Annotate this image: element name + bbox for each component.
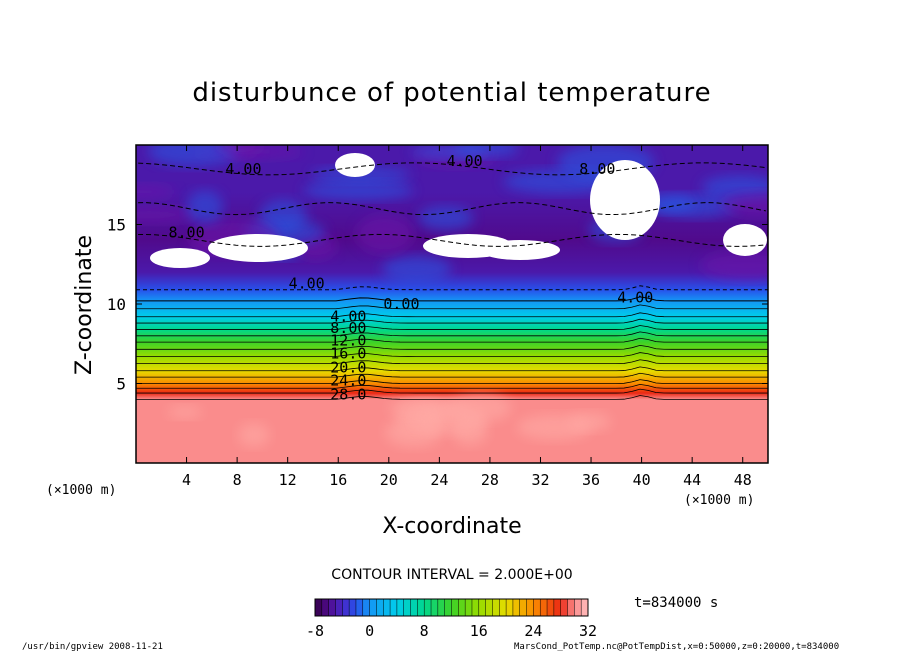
y-tick-label: 15 — [107, 216, 126, 235]
colorbar-cell — [369, 599, 377, 616]
contour-lines — [136, 162, 768, 400]
colorbar-cell — [465, 599, 473, 616]
colorbar-cell — [444, 599, 452, 616]
colorbar-tick-label: -8 — [306, 622, 324, 640]
x-tick-label: 24 — [430, 471, 448, 489]
x-tick-label: 20 — [380, 471, 398, 489]
colorbar-cell — [328, 599, 336, 616]
colorbar-tick-label: 24 — [524, 622, 542, 640]
footer-left: /usr/bin/gpview 2008-11-21 — [22, 642, 163, 652]
x-tick-label: 16 — [329, 471, 347, 489]
y-axis-ticks: 5 10 15 — [107, 216, 768, 394]
contour-label: 24.0 — [330, 371, 366, 389]
x-unit-right: (×1000 m) — [684, 493, 755, 508]
contour-label: 4.00 — [447, 152, 483, 170]
colorbar-cell — [362, 599, 370, 616]
colorbar-cell — [560, 599, 568, 616]
contour-label: 4.00 — [289, 274, 325, 292]
colorbar-cell — [376, 599, 384, 616]
contour-labels: 28.024.020.016.012.08.004.000.00 4.004.00… — [168, 152, 653, 404]
colorbar-cell — [451, 599, 459, 616]
colorbar-tick-label: 32 — [579, 622, 597, 640]
x-tick-label: 32 — [531, 471, 549, 489]
colorbar-cell — [512, 599, 521, 616]
colorbar-tick-label: 8 — [420, 622, 429, 640]
colorbar-cell — [410, 599, 418, 616]
y-tick-label: 10 — [107, 295, 126, 314]
x-unit-left: (×1000 m) — [46, 483, 117, 498]
colorbar-cell — [417, 599, 425, 616]
colorbar-cell — [390, 599, 398, 616]
x-tick-label: 28 — [481, 471, 499, 489]
colorbar-cell — [492, 599, 500, 616]
colorbar-cell — [383, 599, 391, 616]
colorbar-cell — [567, 599, 575, 616]
contour-label: 8.00 — [168, 223, 204, 241]
contour-label: 8.00 — [579, 160, 615, 178]
colorbar-tick-label: 0 — [365, 622, 374, 640]
upper-layer-structure — [136, 145, 768, 448]
contour-label: 16.0 — [330, 344, 366, 362]
x-tick-label: 44 — [683, 471, 701, 489]
colorbar-cell — [547, 599, 555, 616]
x-tick-label: 12 — [279, 471, 297, 489]
colorbar-cell — [526, 599, 534, 616]
contour-label: 4.00 — [330, 308, 366, 326]
colorbar-cell — [478, 599, 486, 616]
contour-label: 28.0 — [330, 386, 366, 404]
contour-label: 20.0 — [330, 359, 366, 377]
colorbar-cell — [403, 599, 411, 616]
colorbar-cell — [458, 599, 466, 616]
contour-label: 8.00 — [330, 319, 366, 337]
contour-label: 12.0 — [330, 332, 366, 350]
colorbar-tick-label: 16 — [470, 622, 488, 640]
colorbar-cell — [581, 599, 589, 616]
colorbar-cell — [342, 599, 350, 616]
colorbar-cell — [553, 599, 561, 616]
x-tick-label: 36 — [582, 471, 600, 489]
chart-title: disturbunce of potential temperature — [192, 78, 712, 108]
colorbar-cell — [471, 599, 480, 616]
x-axis-label: X-coordinate — [382, 514, 522, 539]
colorbar-cell — [431, 599, 439, 616]
x-axis-ticks: 4 8 12 16 20 24 28 32 36 40 44 48 — [182, 145, 752, 489]
colorbar-cell — [396, 599, 405, 616]
colorbar-cells — [314, 599, 589, 616]
contour-label: 4.00 — [617, 289, 653, 307]
colorbar-frame — [314, 598, 589, 617]
colorbar-cell — [540, 599, 548, 616]
time-label: t=834000 s — [634, 595, 719, 611]
x-tick-label: 8 — [233, 471, 242, 489]
footer-right: MarsCond_PotTemp.nc@PotTempDist,x=0:5000… — [514, 642, 840, 652]
contour-interval: CONTOUR INTERVAL = 2.000E+00 — [331, 567, 573, 583]
x-tick-label: 4 — [182, 471, 191, 489]
contour-label: 4.00 — [225, 160, 261, 178]
colorbar-cell — [506, 599, 514, 616]
colorbar-cell — [499, 599, 507, 616]
colorbar-cell — [349, 599, 357, 616]
colorbar-cell — [485, 599, 493, 616]
colorbar-cell — [574, 599, 582, 616]
y-tick-label: 5 — [116, 375, 126, 394]
colorbar-cell — [437, 599, 445, 616]
colorbar-cell — [315, 599, 323, 616]
x-tick-label: 40 — [633, 471, 651, 489]
colorbar-cell — [355, 599, 364, 616]
colorbar-cell — [424, 599, 432, 616]
colorbar-cell — [335, 599, 343, 616]
colorbar-cell — [533, 599, 541, 616]
colorbar-cell — [519, 599, 527, 616]
contour-label: 0.00 — [383, 295, 419, 313]
colorbar-ticks: -8 0 8 16 24 32 — [306, 622, 597, 640]
x-tick-label: 48 — [734, 471, 752, 489]
colorbar-cell — [321, 599, 329, 616]
